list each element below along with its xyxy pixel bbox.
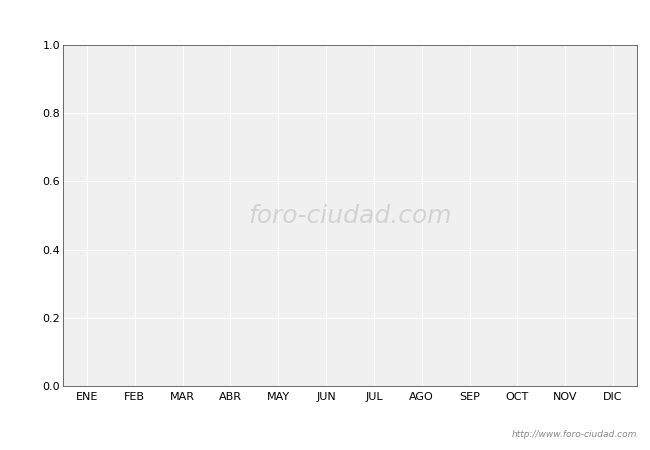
Text: http://www.foro-ciudad.com: http://www.foro-ciudad.com	[512, 430, 637, 439]
Text: foro-ciudad.com: foro-ciudad.com	[248, 203, 452, 228]
Text: Matriculaciones de Vehiculos en Riocavado de la Sierra: Matriculaciones de Vehiculos en Riocavad…	[96, 9, 554, 27]
